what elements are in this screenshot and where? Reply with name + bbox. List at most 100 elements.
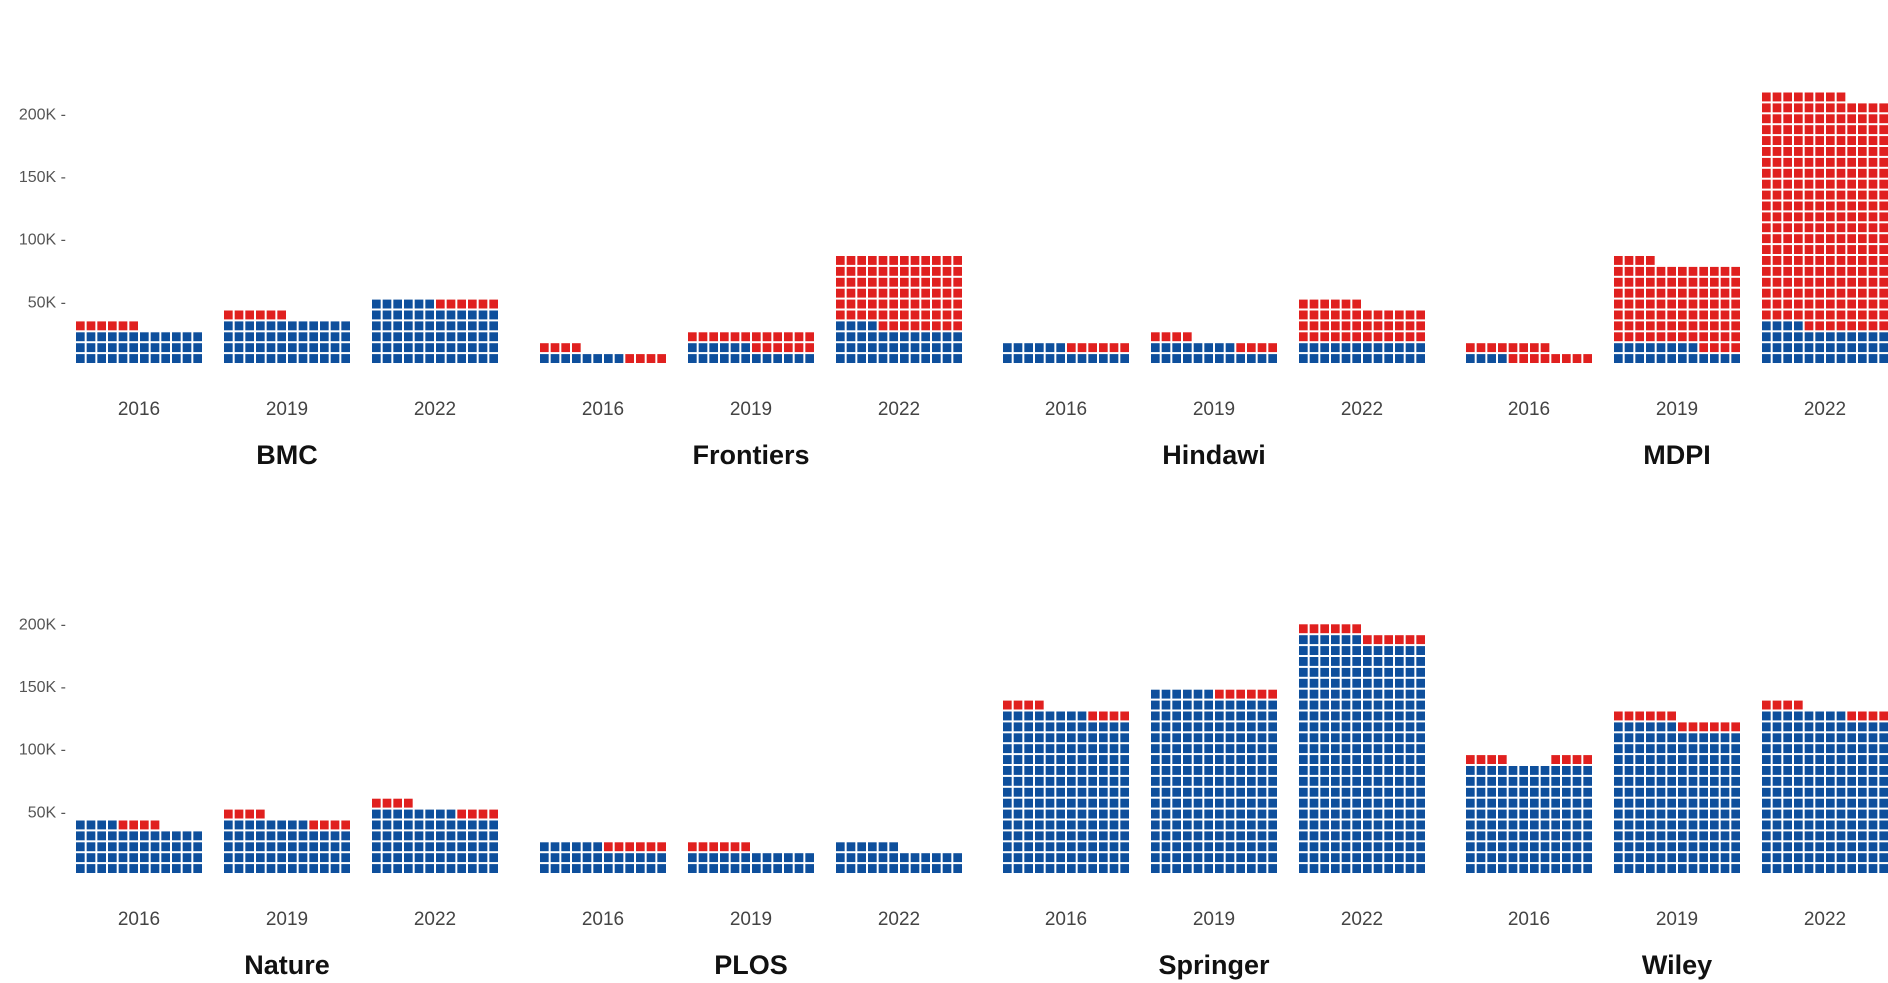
- waffle-cell-blue: [330, 343, 340, 353]
- waffle-cell-blue: [468, 820, 477, 830]
- waffle-cell-blue: [1320, 744, 1329, 754]
- waffle-cell-blue: [372, 299, 381, 309]
- waffle-cell-blue: [1646, 354, 1655, 363]
- waffle-cell-blue: [1109, 733, 1119, 743]
- waffle-cell-blue: [1530, 864, 1539, 873]
- waffle-cell-blue: [604, 864, 613, 873]
- waffle-cell-blue: [1815, 809, 1824, 819]
- waffle-cell-red: [1646, 288, 1655, 298]
- waffle-cell-red: [1731, 288, 1740, 298]
- waffle-cell-red: [1172, 332, 1181, 342]
- waffle-cell-red: [1373, 321, 1383, 331]
- waffle-cell-blue: [1352, 689, 1361, 699]
- waffle-cell-blue: [1624, 766, 1634, 775]
- waffle-cell-blue: [234, 343, 244, 353]
- waffle-cell-blue: [436, 321, 445, 331]
- waffle-cell-blue: [1161, 776, 1171, 786]
- waffle-cell-blue: [436, 842, 445, 852]
- waffle-cell-blue: [773, 853, 782, 863]
- waffle-cell-blue: [1688, 831, 1698, 841]
- waffle-cell-red: [1868, 245, 1878, 254]
- waffle-cell-red: [1847, 136, 1856, 145]
- waffle-cell-blue: [1373, 733, 1383, 743]
- waffle-cell-red: [878, 256, 888, 265]
- waffle-cell-blue: [1405, 809, 1415, 819]
- waffle-cell-blue: [1826, 831, 1835, 841]
- waffle-cell-blue: [614, 853, 624, 863]
- waffle-cell-blue: [1720, 787, 1730, 797]
- waffle-cell-blue: [1077, 776, 1087, 786]
- waffle-cell-blue: [1352, 842, 1361, 852]
- waffle-cell-blue: [1551, 842, 1560, 852]
- waffle-cell-blue: [1225, 842, 1235, 852]
- waffle-cell-blue: [330, 354, 340, 363]
- waffle-cell-blue: [1384, 809, 1393, 819]
- waffle-cell-blue: [1772, 831, 1782, 841]
- waffle-cell-blue: [709, 354, 718, 363]
- waffle-cell-blue: [1045, 354, 1055, 363]
- waffle-cell-blue: [256, 321, 265, 331]
- waffle-cell-red: [1667, 321, 1676, 331]
- waffle-cell-blue: [1341, 820, 1351, 830]
- waffle-cell-red: [1868, 321, 1878, 331]
- waffle-cell-red: [1720, 321, 1730, 331]
- waffle-cell-red: [1836, 299, 1846, 309]
- waffle-cell-blue: [1879, 332, 1888, 342]
- waffle-cell-blue: [1635, 343, 1644, 353]
- waffle-cell-blue: [1466, 820, 1475, 830]
- waffle-cell-blue: [1257, 733, 1267, 743]
- waffle-cell-blue: [489, 354, 498, 363]
- waffle-cell-blue: [1624, 733, 1634, 743]
- waffle-cell-blue: [341, 321, 350, 331]
- waffle-cell-blue: [593, 354, 602, 363]
- waffle-cell-red: [1847, 157, 1856, 167]
- waffle-cell-blue: [1656, 820, 1666, 830]
- waffle-cell-red: [1341, 299, 1351, 309]
- waffle-cell-blue: [1815, 354, 1824, 363]
- waffle-cell-red: [1783, 256, 1792, 265]
- waffle-cell-blue: [836, 842, 845, 852]
- waffle-cell-blue: [256, 853, 265, 863]
- waffle-cell-red: [1879, 179, 1888, 189]
- waffle-cell-blue: [1268, 787, 1277, 797]
- waffle-cell-blue: [1193, 343, 1203, 353]
- waffle-cell-red: [688, 842, 697, 852]
- waffle-cell-blue: [1731, 809, 1740, 819]
- waffle-cell-blue: [330, 831, 340, 841]
- waffle-cell-blue: [1836, 332, 1846, 342]
- waffle-cell-blue: [320, 842, 329, 852]
- waffle-cell-blue: [1373, 776, 1383, 786]
- waffle-cell-blue: [1720, 733, 1730, 743]
- waffle-cell-blue: [489, 831, 498, 841]
- waffle-cell-blue: [1120, 864, 1129, 873]
- waffle-cell-blue: [1847, 332, 1856, 342]
- waffle-cell-red: [1847, 277, 1856, 287]
- waffle-cell-red: [1635, 332, 1644, 342]
- waffle-cell-blue: [1635, 733, 1644, 743]
- waffle-cell-blue: [688, 343, 697, 353]
- waffle-cell-blue: [1067, 722, 1076, 732]
- waffle-cell-blue: [1562, 787, 1571, 797]
- waffle-cell-blue: [1151, 853, 1160, 863]
- waffle-cell-blue: [1466, 831, 1475, 841]
- waffle-cell-red: [1341, 321, 1351, 331]
- waffle-cell-blue: [1003, 776, 1012, 786]
- waffle-cell-red: [953, 277, 962, 287]
- waffle-cell-blue: [1405, 853, 1415, 863]
- waffle-cell-red: [1858, 179, 1867, 189]
- waffle-cell-blue: [1416, 678, 1425, 688]
- waffle-cell-red: [1646, 277, 1655, 287]
- waffle-cell-red: [1466, 755, 1475, 764]
- waffle-cell-blue: [1879, 787, 1888, 797]
- waffle-cell-blue: [836, 354, 845, 363]
- waffle-cell-blue: [741, 354, 750, 363]
- waffle-cell-blue: [1088, 787, 1097, 797]
- waffle-cell-blue: [1530, 820, 1539, 830]
- waffle-cell-blue: [1572, 842, 1582, 852]
- waffle-cell-blue: [762, 354, 772, 363]
- waffle-cell-blue: [1341, 842, 1351, 852]
- waffle-cell-blue: [1099, 354, 1108, 363]
- waffle-cell-blue: [1624, 853, 1634, 863]
- waffle-cell-blue: [372, 343, 381, 353]
- y-tick-label: 200K -: [19, 106, 66, 123]
